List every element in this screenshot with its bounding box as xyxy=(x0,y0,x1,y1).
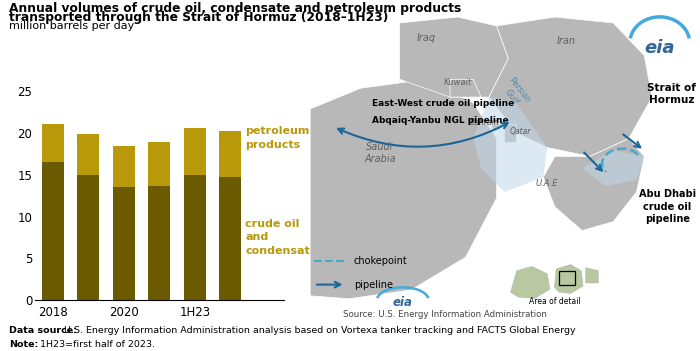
Bar xyxy=(113,187,135,300)
Polygon shape xyxy=(543,139,644,231)
Bar xyxy=(183,175,206,300)
Text: Qatar: Qatar xyxy=(510,127,531,136)
Bar xyxy=(148,186,170,300)
Polygon shape xyxy=(400,17,508,97)
Bar xyxy=(113,146,135,187)
Text: Annual volumes of crude oil, condensate and petroleum products: Annual volumes of crude oil, condensate … xyxy=(9,2,461,15)
Polygon shape xyxy=(505,124,516,141)
Polygon shape xyxy=(554,265,583,293)
Bar xyxy=(148,142,170,186)
Text: Iraq: Iraq xyxy=(417,33,436,43)
Text: pipeline: pipeline xyxy=(354,280,393,290)
Text: Iran: Iran xyxy=(557,36,576,46)
Text: Abu Dhabi
crude oil
pipeline: Abu Dhabi crude oil pipeline xyxy=(639,190,696,224)
Text: million barrels per day: million barrels per day xyxy=(9,21,134,31)
Polygon shape xyxy=(489,17,652,157)
Bar xyxy=(77,134,99,175)
Bar xyxy=(183,128,206,175)
Polygon shape xyxy=(473,97,547,192)
Text: East-West crude oil pipeline: East-West crude oil pipeline xyxy=(372,99,514,107)
Polygon shape xyxy=(450,79,481,97)
Polygon shape xyxy=(310,79,497,299)
Bar xyxy=(77,175,99,300)
Bar xyxy=(219,177,241,300)
Text: Note:: Note: xyxy=(9,340,38,350)
Text: Saudi
Arabia: Saudi Arabia xyxy=(364,142,396,164)
Text: U.A.E: U.A.E xyxy=(536,179,559,188)
Text: Strait of
Hormuz: Strait of Hormuz xyxy=(647,83,696,105)
Circle shape xyxy=(492,123,501,130)
Bar xyxy=(219,131,241,177)
Text: U.S. Energy Information Administration analysis based on Vortexa tanker tracking: U.S. Energy Information Administration a… xyxy=(61,326,575,335)
Text: Abqaiq-Yanbu NGL pipeline: Abqaiq-Yanbu NGL pipeline xyxy=(372,116,509,125)
Text: crude oil
and
condensate: crude oil and condensate xyxy=(245,219,317,256)
Text: Persian
Gulf: Persian Gulf xyxy=(499,76,533,111)
Text: 1H23=first half of 2023.: 1H23=first half of 2023. xyxy=(37,340,155,350)
Text: transported through the Strait of Hormuz (2018–1H23): transported through the Strait of Hormuz… xyxy=(9,11,389,24)
Text: Kuwait: Kuwait xyxy=(444,78,472,87)
Bar xyxy=(42,124,64,162)
Text: Data source:: Data source: xyxy=(9,326,77,335)
Text: Area of detail: Area of detail xyxy=(528,297,580,306)
Polygon shape xyxy=(586,268,598,283)
Text: chokepoint: chokepoint xyxy=(354,256,407,266)
Text: Source: U.S. Energy Information Administration: Source: U.S. Energy Information Administ… xyxy=(342,310,547,319)
Text: petroleum
products: petroleum products xyxy=(245,126,309,150)
Bar xyxy=(559,271,575,285)
Polygon shape xyxy=(510,266,550,298)
Bar xyxy=(42,162,64,300)
Text: Bahrain: Bahrain xyxy=(470,118,500,127)
Polygon shape xyxy=(582,151,644,186)
Text: eia: eia xyxy=(645,39,675,57)
Text: eia: eia xyxy=(393,296,413,309)
